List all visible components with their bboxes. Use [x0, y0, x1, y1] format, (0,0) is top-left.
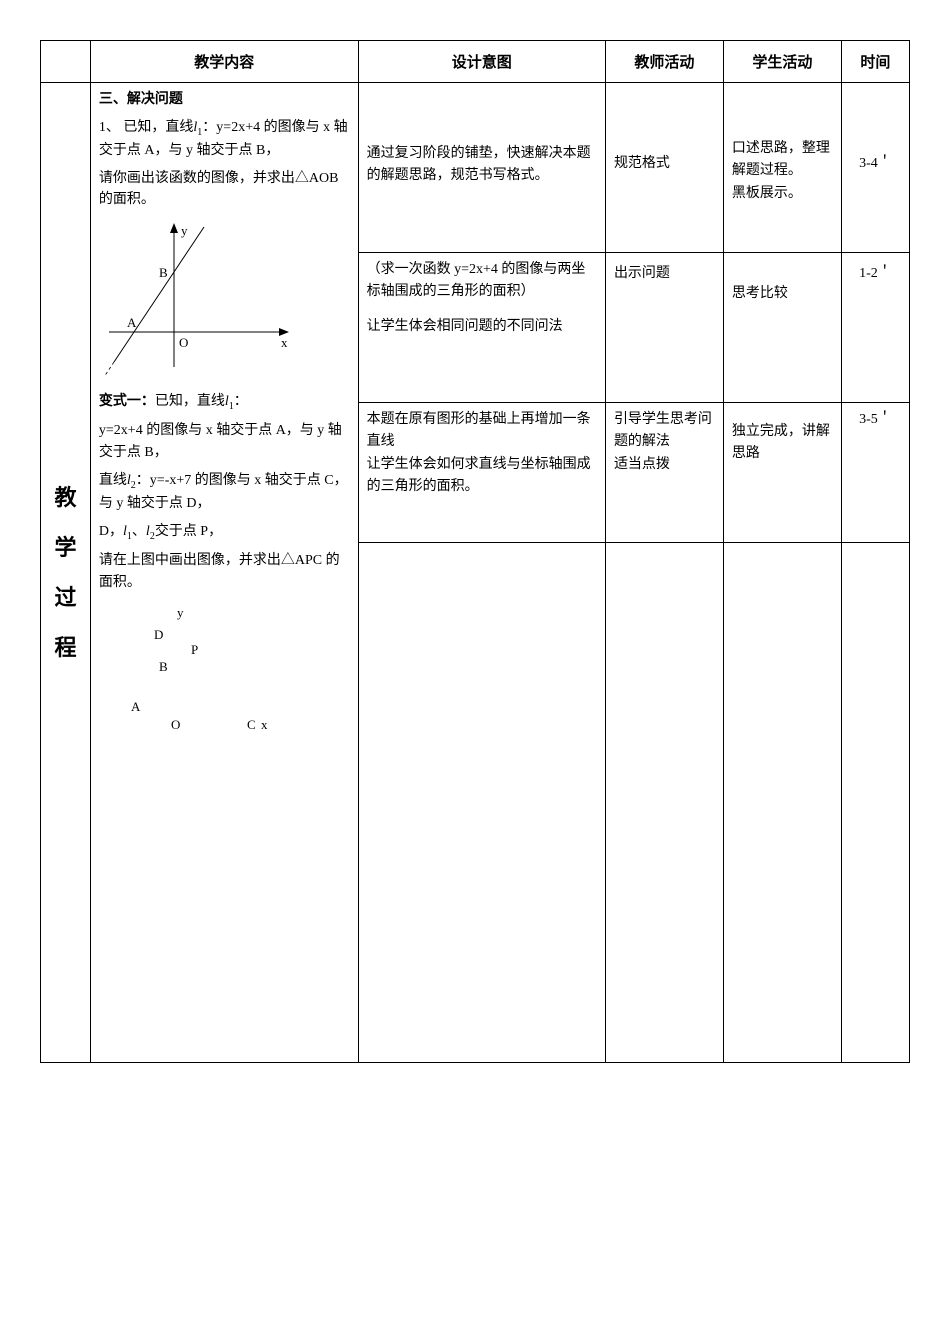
student-1: 口述思路，整理解题过程。 黑板展示。: [723, 83, 841, 253]
svg-text:C: C: [247, 717, 256, 732]
teacher-filler: [605, 543, 723, 1063]
teacher-3: 引导学生思考问题的解法 适当点拨: [605, 403, 723, 543]
time-2: 1-2＇: [841, 253, 909, 403]
problem1-text: 1、 已知，直线l1：y=2x+4 的图像与 x 轴交于点 A，与 y 轴交于点…: [99, 117, 350, 162]
intent-1: 通过复习阶段的铺垫，快速解决本题的解题思路，规范书写格式。: [358, 83, 605, 253]
svg-text:P: P: [191, 642, 198, 657]
student-2: 思考比较: [723, 253, 841, 403]
variant1-line1: 变式一：已知，直线l1：: [99, 391, 350, 414]
student-filler: [723, 543, 841, 1063]
intent-2: （求一次函数 y=2x+4 的图像与两坐标轴围成的三角形的面积） 让学生体会相同…: [358, 253, 605, 403]
svg-text:O: O: [171, 717, 180, 732]
header-time: 时间: [841, 41, 909, 83]
svg-text:D: D: [154, 627, 163, 642]
header-blank: [41, 41, 91, 83]
variant1-line2: 直线l2：y=-x+7 的图像与 x 轴交于点 C，与 y 轴交于点 D，: [99, 470, 350, 515]
intent-3: 本题在原有图形的基础上再增加一条直线 让学生体会如何求直线与坐标轴围成的三角形的…: [358, 403, 605, 543]
header-content: 教学内容: [90, 41, 358, 83]
time-filler: [841, 543, 909, 1063]
fig1-o-label: O: [179, 335, 188, 350]
time-1: 3-4＇: [841, 83, 909, 253]
header-intent: 设计意图: [358, 41, 605, 83]
svg-text:A: A: [131, 699, 141, 714]
variant1-ask: 请在上图中画出图像，并求出△APC 的面积。: [99, 550, 350, 593]
section-title: 三、解决问题: [99, 89, 350, 111]
fig1-b-label: B: [159, 265, 168, 280]
figure-2: y D P B A O C x: [99, 599, 350, 749]
content-cell: 三、解决问题 1、 已知，直线l1：y=2x+4 的图像与 x 轴交于点 A，与…: [90, 83, 358, 1063]
problem1-ask: 请你画出该函数的图像，并求出△AOB 的面积。: [99, 168, 350, 211]
variant1-line1b: y=2x+4 的图像与 x 轴交于点 A，与 y 轴交于点 B，: [99, 420, 350, 463]
variant1-line3: D，l1、l2交于点 P，: [99, 521, 350, 544]
svg-text:B: B: [159, 659, 168, 674]
fig1-y-label: y: [181, 223, 188, 238]
fig1-a-label: A: [127, 315, 137, 330]
lesson-plan-table: 教学内容 设计意图 教师活动 学生活动 时间 教 学 过 程 三、解决问题 1、…: [40, 40, 910, 1063]
header-student: 学生活动: [723, 41, 841, 83]
intent-filler: [358, 543, 605, 1063]
svg-text:y: y: [177, 605, 184, 620]
teacher-1: 规范格式: [605, 83, 723, 253]
student-3: 独立完成，讲解思路: [723, 403, 841, 543]
teacher-2: 出示问题: [605, 253, 723, 403]
svg-text:x: x: [261, 717, 268, 732]
header-teacher: 教师活动: [605, 41, 723, 83]
fig1-x-label: x: [281, 335, 288, 350]
time-3: 3-5＇: [841, 403, 909, 543]
figure-1: y x O A B: [99, 217, 350, 377]
side-label: 教 学 过 程: [41, 83, 91, 1063]
